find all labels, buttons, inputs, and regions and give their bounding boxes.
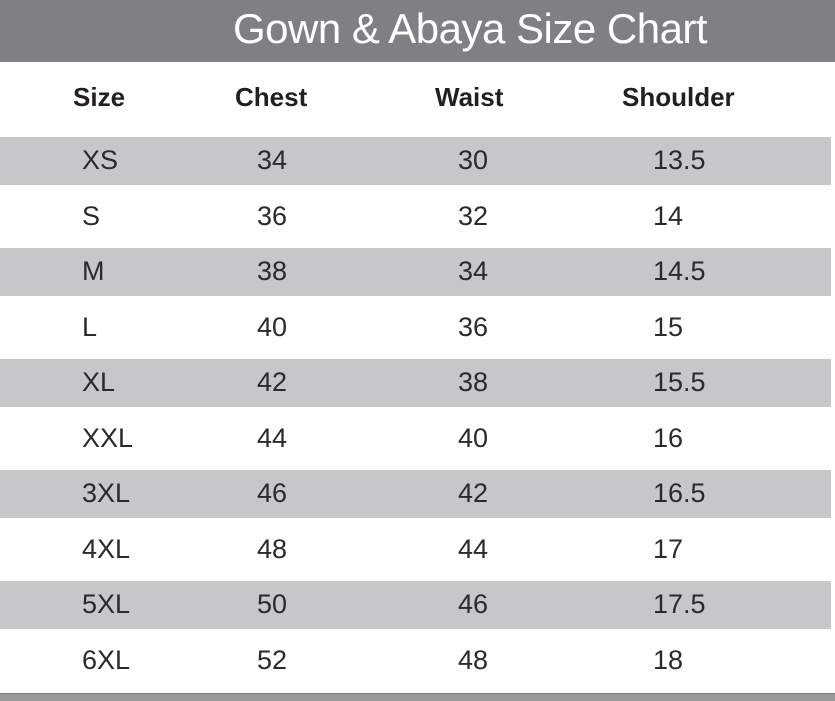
table-row: S 36 32 14 xyxy=(0,189,835,245)
chest-cell: 34 xyxy=(257,145,288,176)
size-table-rows: XS 34 30 13.5 S 36 32 14 M 38 34 14.5 L 40 36 15 XL 42 38 1… xyxy=(0,133,835,688)
shoulder-cell: 18 xyxy=(653,644,684,675)
size-cell: S xyxy=(82,200,101,231)
shoulder-cell: 13.5 xyxy=(653,145,706,176)
chest-cell: 44 xyxy=(257,422,288,453)
chest-cell: 50 xyxy=(257,589,288,620)
waist-cell: 46 xyxy=(458,589,489,620)
waist-cell: 48 xyxy=(458,644,489,675)
table-row: XXL 44 40 16 xyxy=(0,411,835,467)
shoulder-cell: 14 xyxy=(653,200,684,231)
size-cell: M xyxy=(82,256,105,287)
shoulder-cell: 17.5 xyxy=(653,589,706,620)
waist-cell: 44 xyxy=(458,533,489,564)
waist-cell: 42 xyxy=(458,478,489,509)
shoulder-cell: 14.5 xyxy=(653,256,706,287)
table-row: XL 42 38 15.5 xyxy=(0,355,835,411)
size-cell: XL xyxy=(82,367,116,398)
table-header-row: Size Chest Waist Shoulder xyxy=(0,62,835,133)
chest-cell: 52 xyxy=(257,644,288,675)
chest-cell: 48 xyxy=(257,533,288,564)
waist-cell: 40 xyxy=(458,422,489,453)
title-bar: Gown & Abaya Size Chart xyxy=(0,0,835,62)
chest-cell: 38 xyxy=(257,256,288,287)
shoulder-cell: 15 xyxy=(653,311,684,342)
size-cell: 3XL xyxy=(82,478,131,509)
size-cell: XS xyxy=(82,145,119,176)
size-cell: XXL xyxy=(82,422,134,453)
chest-cell: 40 xyxy=(257,311,288,342)
waist-cell: 34 xyxy=(458,256,489,287)
header-shoulder: Shoulder xyxy=(622,82,735,112)
size-cell: 4XL xyxy=(82,533,131,564)
waist-cell: 36 xyxy=(458,311,489,342)
header-chest: Chest xyxy=(235,82,308,112)
chest-cell: 36 xyxy=(257,200,288,231)
shoulder-cell: 16.5 xyxy=(653,478,706,509)
table-row: 6XL 52 48 18 xyxy=(0,633,835,689)
shoulder-cell: 15.5 xyxy=(653,367,706,398)
waist-cell: 30 xyxy=(458,145,489,176)
shoulder-cell: 16 xyxy=(653,422,684,453)
header-size: Size xyxy=(73,82,126,112)
table-row: 5XL 50 46 17.5 xyxy=(0,577,835,633)
waist-cell: 32 xyxy=(458,200,489,231)
table-row: XS 34 30 13.5 xyxy=(0,133,835,189)
bottom-bar xyxy=(0,693,835,701)
table-row: L 40 36 15 xyxy=(0,300,835,356)
size-cell: 6XL xyxy=(82,644,131,675)
header-waist: Waist xyxy=(435,82,504,112)
waist-cell: 38 xyxy=(458,367,489,398)
chest-cell: 42 xyxy=(257,367,288,398)
table-row: M 38 34 14.5 xyxy=(0,244,835,300)
table-row: 3XL 46 42 16.5 xyxy=(0,466,835,522)
size-cell: 5XL xyxy=(82,589,131,620)
table-row: 4XL 48 44 17 xyxy=(0,522,835,578)
size-cell: L xyxy=(82,311,98,342)
chest-cell: 46 xyxy=(257,478,288,509)
shoulder-cell: 17 xyxy=(653,533,684,564)
page-title: Gown & Abaya Size Chart xyxy=(233,5,708,53)
